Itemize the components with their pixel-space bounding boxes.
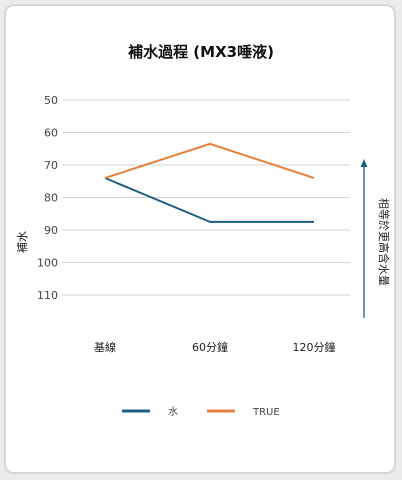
grid-lines bbox=[62, 99, 350, 296]
y-tick-label: 80 bbox=[44, 192, 58, 205]
y-axis-label: 補水 bbox=[16, 231, 29, 253]
y-tick-label: 70 bbox=[44, 159, 58, 172]
chart-card bbox=[4, 4, 396, 474]
legend: 水 TRUE bbox=[122, 406, 280, 418]
x-axis-categories: 基線 60分鐘 120分鐘 bbox=[94, 340, 336, 354]
x-category-label: 60分鐘 bbox=[192, 340, 228, 354]
legend-label: 水 bbox=[168, 406, 178, 418]
arrow-head-icon bbox=[360, 159, 368, 167]
y-tick-label: 110 bbox=[37, 289, 58, 302]
series-line-1 bbox=[104, 142, 315, 179]
series-lines bbox=[104, 142, 315, 223]
series-line-0 bbox=[104, 177, 314, 223]
x-category-label: 120分鐘 bbox=[293, 340, 336, 354]
legend-label: TRUE bbox=[252, 407, 280, 418]
chart-title: 補水過程 (MX3唾液) bbox=[127, 43, 274, 61]
y-tick-label: 100 bbox=[37, 257, 58, 270]
higher-hydration-annotation: 相等於更高含水量 bbox=[377, 198, 391, 286]
y-tick-label: 50 bbox=[44, 94, 58, 107]
y-tick-label: 60 bbox=[44, 127, 58, 140]
y-axis-ticks: 50 60 70 80 90 100 110 bbox=[37, 94, 58, 302]
x-category-label: 基線 bbox=[94, 340, 116, 354]
y-tick-label: 90 bbox=[44, 224, 58, 237]
